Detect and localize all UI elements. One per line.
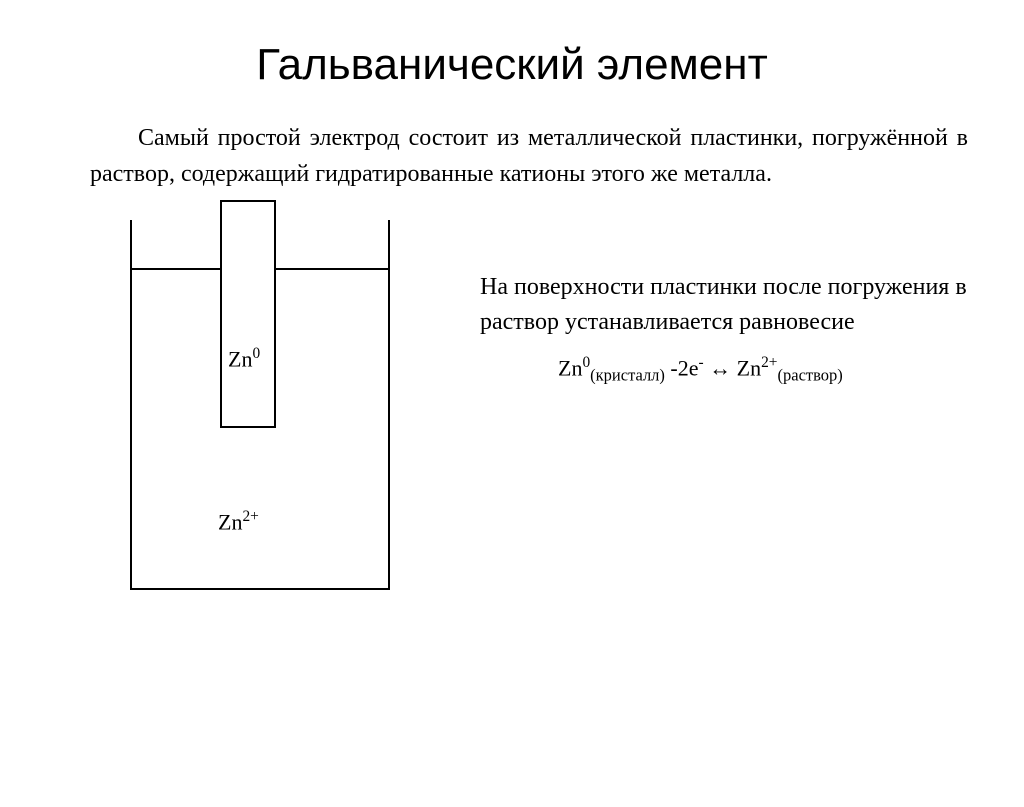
- electrode-plate: [220, 200, 276, 428]
- eq-lhs-base: Zn: [558, 355, 582, 380]
- diagram-column: Zn0 Zn2+: [0, 200, 480, 590]
- electrode-label-sup: 0: [252, 345, 260, 362]
- eq-arrow: ↔: [704, 355, 737, 380]
- right-column: На поверхности пластинки после погружени…: [480, 200, 1024, 590]
- intro-paragraph: Самый простой электрод состоит из металл…: [90, 120, 968, 192]
- solution-label-sup: 2+: [242, 508, 258, 525]
- eq-middle: -2e: [665, 355, 699, 380]
- eq-rhs-base: Zn: [737, 355, 761, 380]
- electrode-diagram: Zn0 Zn2+: [130, 200, 390, 590]
- solution-label-base: Zn: [218, 509, 242, 534]
- page-title: Гальванический элемент: [0, 40, 1024, 90]
- eq-lhs-sub: (кристалл): [590, 365, 665, 384]
- eq-rhs-sub: (раствор): [778, 365, 843, 384]
- eq-lhs-sup: 0: [582, 354, 590, 371]
- electrode-label: Zn0: [228, 345, 260, 372]
- solution-label: Zn2+: [218, 508, 259, 535]
- content-row: Zn0 Zn2+ На поверхности пластинки после …: [0, 200, 1024, 590]
- electrode-label-base: Zn: [228, 346, 252, 371]
- eq-rhs-sup: 2+: [761, 354, 777, 371]
- equilibrium-equation: Zn0(кристалл) -2e- ↔ Zn2+(раствор): [480, 352, 984, 388]
- equilibrium-text: На поверхности пластинки после погружени…: [480, 270, 984, 340]
- intro-text: Самый простой электрод состоит из металл…: [90, 125, 968, 187]
